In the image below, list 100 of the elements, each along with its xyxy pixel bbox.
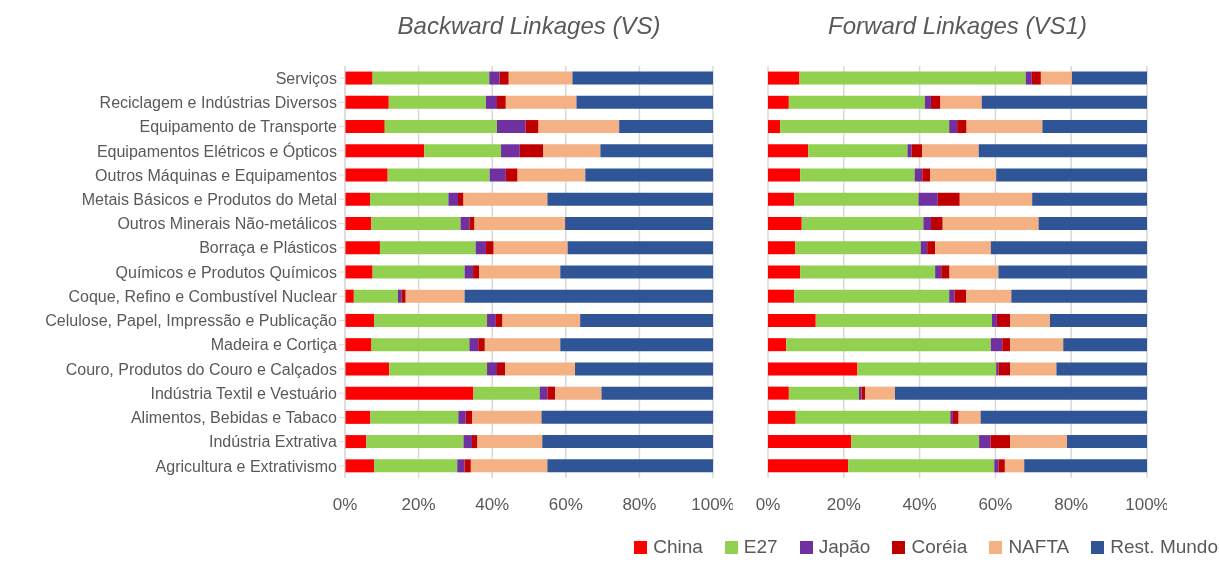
bar [345,459,375,473]
bar [937,192,960,206]
bar [505,362,575,376]
bar [493,241,568,255]
x-tick-label: 80% [622,495,657,515]
bar [949,120,958,134]
bar [1063,338,1147,352]
x-tick-label: 0% [332,495,358,515]
bar [1010,338,1064,352]
bar [371,216,461,230]
bar [496,120,526,134]
bar [464,265,474,279]
bar [519,144,544,158]
bar [966,120,1043,134]
bar [345,265,373,279]
bar [472,410,542,424]
bar [794,192,919,206]
bar [786,338,991,352]
legend-label: E27 [743,536,778,558]
bar [496,95,506,109]
bar [405,289,465,303]
bar [994,459,999,473]
bar [949,289,955,303]
bar [495,313,503,327]
bar [980,410,1147,424]
bar [935,265,942,279]
x-tick-label: 80% [1054,495,1089,515]
bar [389,362,488,376]
bar [560,265,713,279]
y-tick-label: Outros Minerais Não-metálicos [117,215,337,233]
bar [1024,459,1147,473]
bar [930,216,943,230]
bar [501,144,520,158]
legend-label: China [653,536,703,558]
bar [920,241,928,255]
bar [547,192,713,206]
bar [345,289,354,303]
bar [935,241,991,255]
x-tick-label: 0% [755,495,781,515]
bar [474,216,566,230]
bar [998,265,1147,279]
bar [372,265,465,279]
bar [768,71,800,85]
bar [768,313,816,327]
bar [848,459,995,473]
bar [464,459,471,473]
bar [927,241,936,255]
bar [768,144,809,158]
bar [1042,120,1147,134]
bar [924,95,931,109]
bar [768,459,849,473]
bar [768,289,795,303]
y-tick-label: Metais Básicos e Produtos do Metal [81,190,337,208]
bar [345,241,380,255]
bar [345,192,371,206]
bar [1002,338,1011,352]
bar [768,241,796,255]
bar [371,338,470,352]
bar [353,289,398,303]
bar [957,120,967,134]
bar [374,313,488,327]
bar [768,338,787,352]
bar [401,289,406,303]
bar [768,386,789,400]
y-tick-label: Alimentos, Bebidas e Tabaco [130,409,338,427]
bar [808,144,908,158]
bar [585,168,713,182]
legend-label: NAFTA [1008,536,1070,558]
bar [794,289,950,303]
bar [547,459,713,473]
bar [768,192,795,206]
bar [958,410,981,424]
legend-label: Rest. Mundo [1110,536,1218,558]
bar [517,168,586,182]
x-tick-label: 60% [978,495,1013,515]
bar [463,192,548,206]
y-tick-label: Borraça e Plásticos [199,239,337,257]
legend-label: Coréia [911,536,968,558]
bar [768,435,852,449]
bar [473,265,480,279]
bar [998,459,1005,473]
bar [538,120,620,134]
bar [384,120,497,134]
bar [502,313,581,327]
bar [978,144,1147,158]
bar [547,386,556,400]
bar [1010,362,1057,376]
bar [379,241,476,255]
x-tick-label: 40% [475,495,510,515]
bar [788,386,859,400]
bar [768,120,781,134]
bar [487,362,497,376]
bar [780,120,950,134]
bar [1010,313,1050,327]
bar [543,144,601,158]
bar [954,289,967,303]
y-tick-label: Couro, Produtos do Couro e Calçados [65,360,337,378]
bar [345,362,390,376]
bar [990,338,1003,352]
y-tick-label: Equipamento de Transporte [139,118,338,136]
